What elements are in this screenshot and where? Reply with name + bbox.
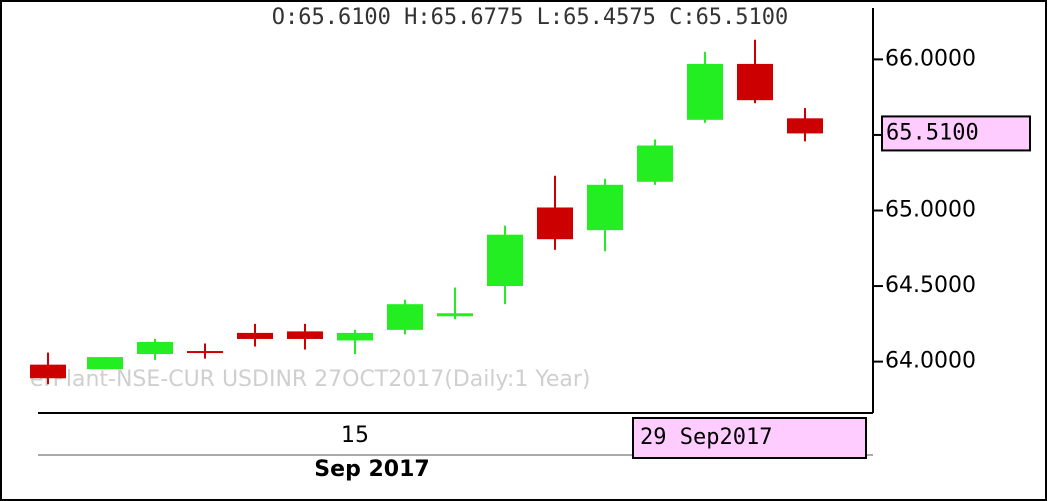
candle-body (30, 364, 66, 379)
cursor-date-label: 29 Sep2017 (640, 425, 772, 450)
watermark: erPlant-NSE-CUR USDINR 27OCT2017(Daily:1… (30, 367, 591, 392)
candle-body (487, 234, 523, 287)
candle-body (237, 332, 273, 339)
candle-body (287, 331, 323, 339)
candle-body (387, 304, 423, 330)
x-axis-label: Sep 2017 (314, 457, 429, 482)
candle-body (587, 184, 623, 231)
candle-body (87, 357, 123, 370)
y-tick-label: 65.0000 (885, 198, 976, 223)
cursor-value-box (881, 115, 1031, 152)
cursor-date-box (632, 417, 867, 459)
candle-body (337, 332, 373, 341)
candle-body (137, 341, 173, 355)
y-tick-label: 64.0000 (885, 349, 976, 374)
y-tick-label: 64.5000 (885, 273, 976, 298)
y-tick-label: 66.0000 (885, 46, 976, 71)
candle-body (687, 63, 723, 120)
candle-body (637, 145, 673, 182)
ohlc-header: O:65.6100 H:65.6775 L:65.4575 C:65.5100 (272, 5, 789, 30)
x-tick-label: 15 (341, 423, 369, 448)
candle-body (787, 118, 823, 134)
cursor-value-label: 65.5100 (886, 120, 979, 145)
candle-body (437, 313, 473, 317)
candle-body (187, 351, 223, 354)
candle-body (737, 63, 773, 101)
candle-body (537, 207, 573, 240)
